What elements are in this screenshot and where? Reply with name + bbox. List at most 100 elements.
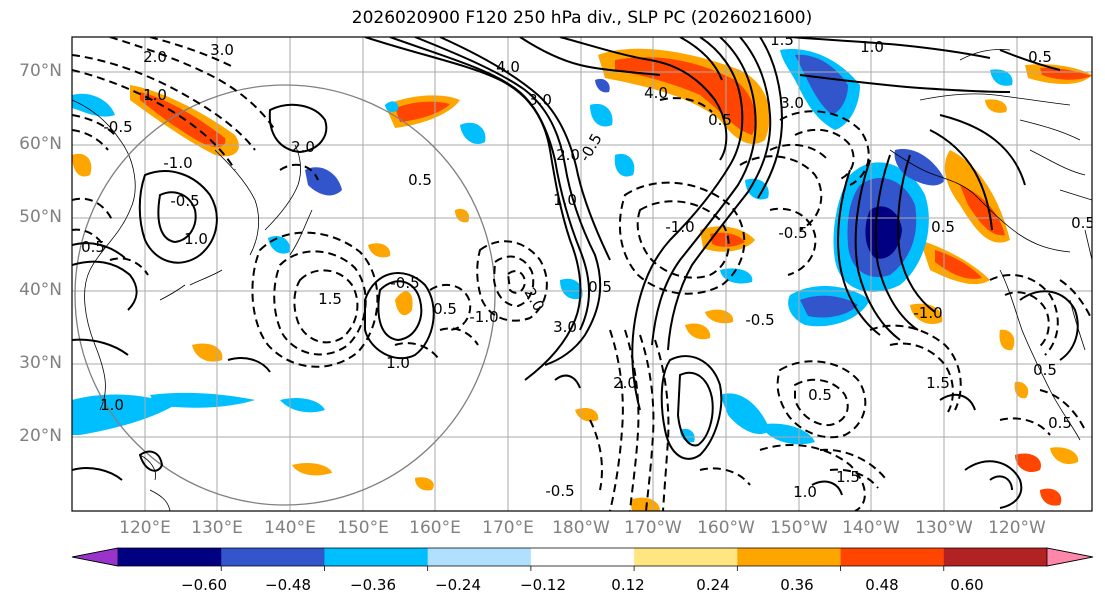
negative-slp-contour — [1004, 291, 1050, 349]
contour-label: 1.0 — [143, 86, 167, 104]
contour-label: -0.5 — [545, 482, 574, 500]
negative-slp-contour — [293, 269, 359, 344]
contour-label: 1.0 — [386, 354, 410, 372]
negative-slp-contour — [624, 329, 640, 511]
colorbar-tick-label: 0.36 — [780, 576, 814, 594]
positive-divergence-patch — [415, 477, 434, 491]
positive-slp-contour — [227, 357, 271, 373]
negative-slp-contour — [279, 163, 319, 181]
positive-slp-contour — [72, 467, 123, 481]
negative-slp-contour — [394, 342, 439, 359]
lon-label-140e: 140°E — [264, 518, 316, 538]
contour-label: 1.0 — [184, 230, 208, 248]
colorbar-tick-label: −0.60 — [181, 576, 227, 594]
map-plot-area: 3.02.01.0-0.54.03.02.01.5 1.00.53.04.0-0.… — [72, 31, 1092, 511]
positive-slp-contour — [72, 260, 138, 311]
contour-label: -1.0 — [913, 304, 942, 322]
contour-label: 0.5 — [931, 218, 955, 236]
colorbar-swatch — [530, 548, 635, 566]
negative-divergence-patch — [595, 78, 610, 93]
negative-slp-contour — [989, 274, 1059, 356]
positive-slp-contour — [414, 37, 602, 366]
positive-slp-contour — [667, 37, 772, 351]
lon-label-150e: 150°E — [337, 518, 389, 538]
contour-label: -0.5 — [170, 192, 199, 210]
contour-label: -0.5 — [576, 130, 606, 164]
negative-slp-contour — [109, 257, 149, 276]
colorbar-tick-label: 0.48 — [865, 576, 899, 594]
positive-divergence-patch — [368, 243, 391, 258]
lat-label-50n: 50°N — [19, 207, 62, 227]
colorbar-swatch — [427, 548, 532, 566]
negative-slp-contour — [439, 327, 479, 346]
contour-label: -1.0 — [665, 218, 694, 236]
negative-slp-contour — [889, 342, 954, 413]
contour-label: 0.5 — [708, 111, 732, 129]
negative-divergence-patch — [990, 69, 1013, 86]
lon-label-120e: 120°E — [119, 518, 171, 538]
negative-slp-contour — [739, 155, 823, 231]
contour-label: 1.5 — [836, 468, 860, 486]
positive-slp-contour — [559, 37, 728, 161]
negative-slp-contour — [476, 240, 548, 322]
contour-label: 2.0 — [291, 138, 315, 156]
negative-slp-contour — [72, 114, 116, 136]
positive-divergence-patch — [1040, 488, 1062, 506]
lon-label-130e: 130°E — [191, 518, 243, 538]
contour-label: 0.5 — [433, 300, 457, 318]
negative-slp-contour — [1059, 279, 1092, 321]
positive-slp-contour — [157, 191, 197, 244]
positive-divergence-patch — [630, 497, 660, 511]
contour-label: 1.5 — [318, 290, 342, 308]
contour-label: 0.5 — [1048, 414, 1072, 432]
strong-positive-divergence-patch — [395, 101, 450, 122]
negative-slp-contour — [72, 197, 113, 221]
contour-label: 3.0 — [210, 41, 234, 59]
negative-slp-contour — [829, 468, 879, 489]
contour-label: 1.0 — [793, 483, 817, 501]
colorbar-swatch — [943, 548, 1048, 566]
contour-label: 0.5 — [588, 278, 612, 296]
positive-slp-contour — [757, 37, 784, 199]
negative-divergence-patch — [385, 101, 399, 113]
contour-label: 0.5 — [1033, 361, 1057, 379]
negative-slp-contour — [72, 129, 109, 151]
colorbar-swatch — [737, 548, 842, 566]
positive-divergence-patch — [985, 99, 1007, 113]
lat-label-30n: 30°N — [19, 353, 62, 373]
positive-slp-contour — [554, 374, 581, 389]
contour-label: 3.0 — [528, 91, 552, 109]
contour-label: 1.5 — [770, 31, 794, 49]
colorbar-outline — [71, 547, 1094, 567]
colorbar-tick-label: −0.36 — [350, 576, 396, 594]
map-title: 2026020900 F120 250 hPa div., SLP PC (20… — [351, 8, 813, 28]
colorbar-tick-label: −0.24 — [435, 576, 481, 594]
positive-divergence-patch — [575, 408, 599, 422]
strong-positive-divergence-patch — [960, 185, 1005, 236]
negative-slp-contour — [776, 360, 867, 439]
positive-slp-contour — [676, 371, 714, 447]
negative-divergence-patch — [720, 393, 770, 435]
negative-slp-contour — [699, 467, 751, 486]
colorbar-swatch — [324, 548, 429, 566]
negative-slp-contour — [639, 334, 655, 511]
colorbar — [71, 547, 1094, 571]
negative-slp-contour — [819, 448, 886, 479]
strong-positive-divergence-patch — [935, 250, 982, 279]
colorbar-swatch — [840, 548, 945, 566]
positive-slp-contour — [631, 37, 744, 411]
negative-slp-contour — [794, 378, 849, 427]
contour-label: 3.0 — [780, 94, 804, 112]
negative-slp-contour — [654, 339, 670, 511]
positive-slp-contour — [138, 170, 218, 264]
contour-label: -0.5 — [778, 224, 807, 242]
negative-divergence-patch — [305, 167, 342, 196]
negative-divergence-patch — [614, 153, 635, 177]
positive-slp-contour — [138, 450, 164, 472]
negative-slp-contour — [1039, 389, 1086, 431]
negative-divergence-patch — [280, 398, 325, 413]
colorbar-swatch — [221, 548, 325, 566]
negative-divergence-patch — [745, 178, 769, 200]
negative-slp-contour — [72, 54, 256, 151]
colorbar-tick-label: −0.48 — [265, 576, 311, 594]
